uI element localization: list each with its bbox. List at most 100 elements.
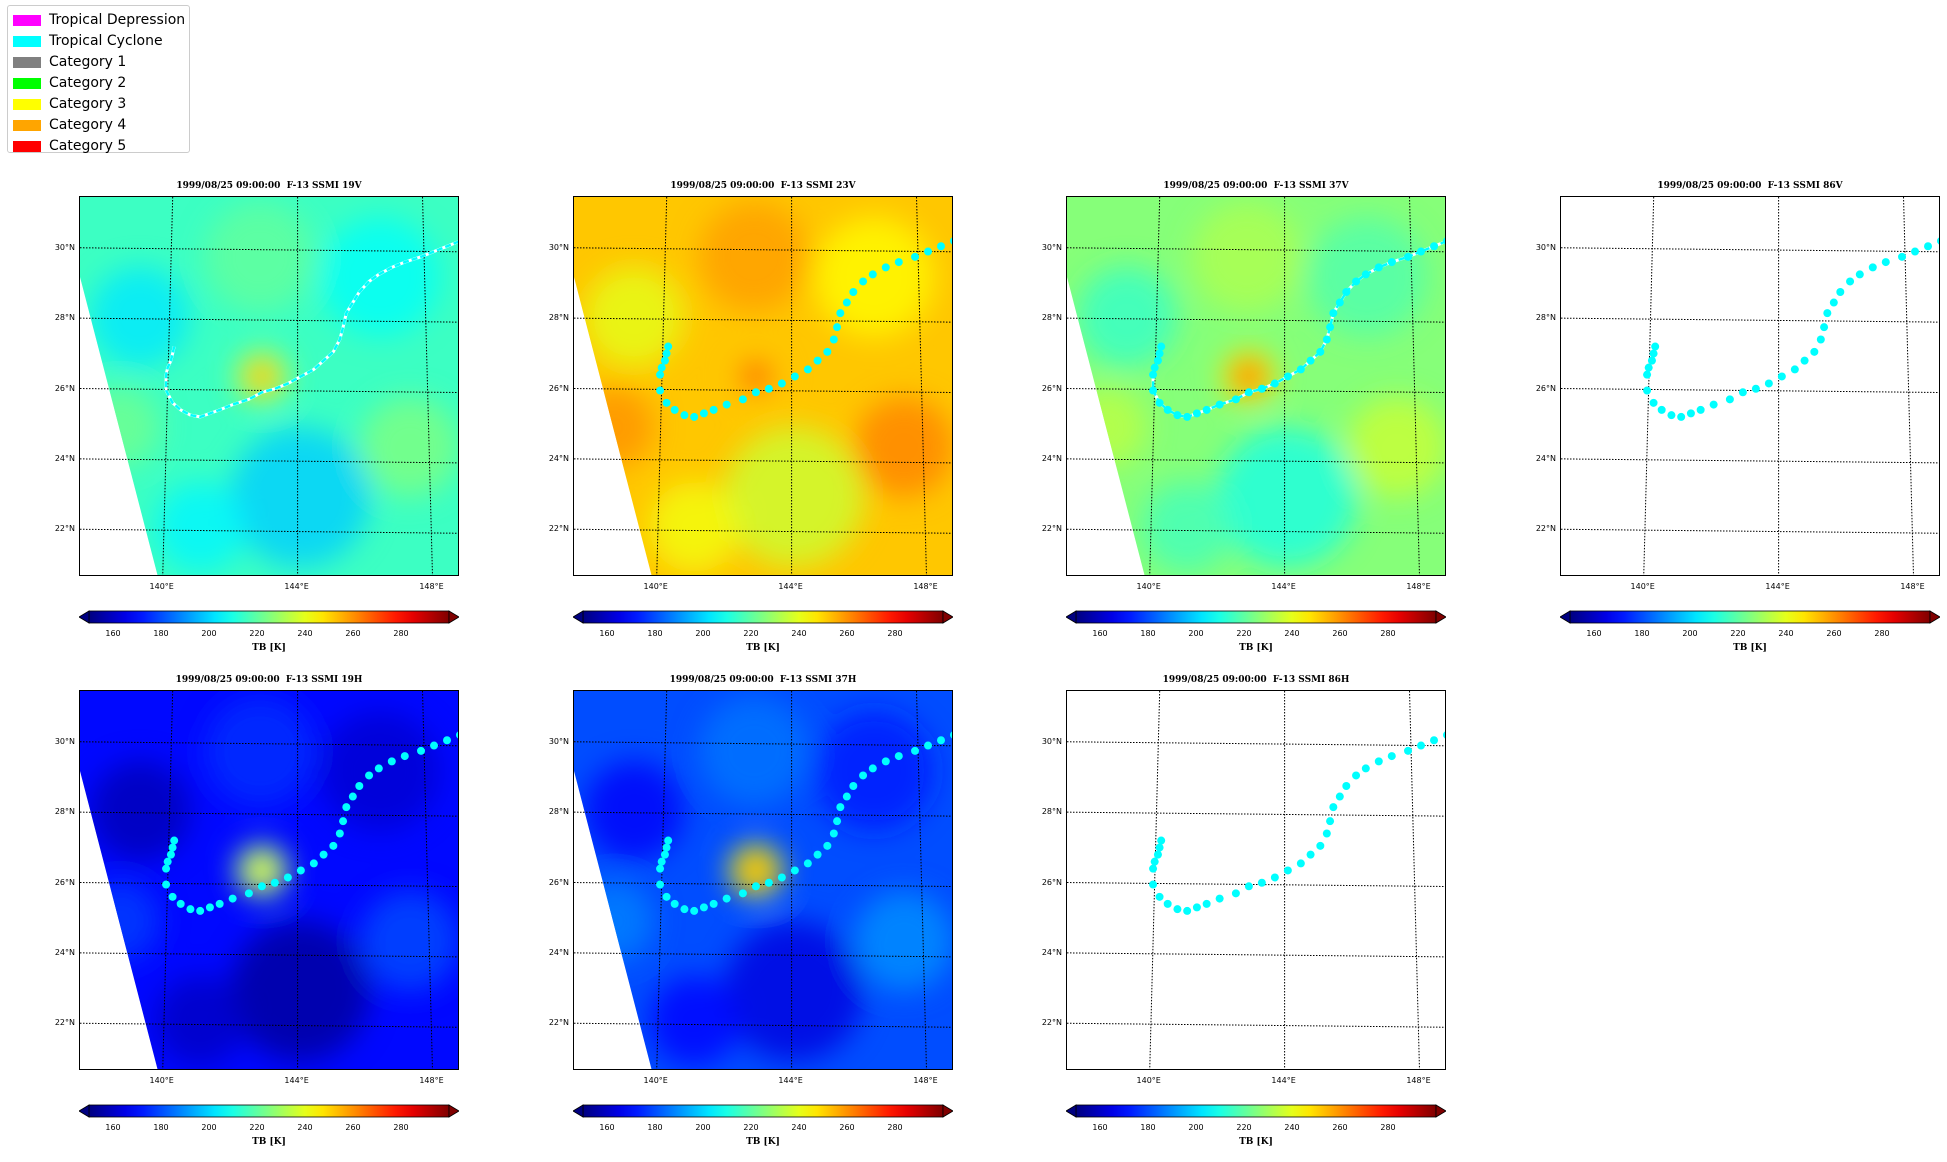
longitude-label: 148°E [1406, 582, 1431, 591]
longitude-label: 140°E [643, 582, 668, 591]
map-panel-19H[interactable] [79, 690, 459, 1070]
track-point [690, 906, 699, 915]
track-point [823, 347, 832, 356]
track-point [1738, 388, 1747, 397]
colorbar-label: TB [K] [1239, 1137, 1273, 1147]
track-point [244, 889, 253, 898]
colorbar-tick-label: 260 [839, 629, 855, 638]
colorbar-tick-label: 180 [153, 1123, 169, 1132]
graticule [1067, 691, 1445, 1069]
graticule [1561, 197, 1939, 575]
track-point [1244, 882, 1253, 891]
track-point [1649, 398, 1658, 407]
track-point [1810, 347, 1819, 356]
map-panel-86H[interactable] [1066, 690, 1446, 1070]
brightness-temperature-field [80, 197, 458, 575]
latitude-label: 26°N [54, 877, 75, 887]
colorbar-label: TB [K] [1239, 643, 1273, 653]
track-point [868, 270, 877, 279]
track-point [924, 741, 933, 750]
track-point [1153, 356, 1162, 365]
panel-title: 1999/08/25 09:00:00 F-13 SSMI 37V [1163, 181, 1349, 191]
track-point [1404, 252, 1413, 261]
track-point [1657, 405, 1666, 414]
latitude-label: 22°N [548, 1018, 569, 1028]
colorbar-tick-label: 240 [1284, 629, 1300, 638]
colorbar-tick-label: 180 [1634, 629, 1650, 638]
track-point [833, 817, 842, 826]
map-panel-37H[interactable] [573, 690, 953, 1070]
colorbar-tick-label: 220 [1236, 629, 1252, 638]
track-point [911, 252, 920, 261]
track-point [738, 395, 747, 404]
latitude-label: 26°N [54, 383, 75, 393]
track-point [1173, 411, 1182, 420]
track-point [335, 829, 344, 838]
track-point [670, 405, 679, 414]
colorbar-tick-label: 260 [1826, 629, 1842, 638]
track-point [660, 356, 669, 365]
track-point [656, 880, 665, 889]
colorbar-tick-label: 260 [839, 1123, 855, 1132]
legend-swatch [13, 140, 41, 152]
map-panel-23V[interactable] [573, 196, 953, 576]
legend-swatch [13, 119, 41, 131]
latitude-label: 28°N [54, 807, 75, 817]
colorbar-tick-label: 280 [1380, 629, 1396, 638]
brightness-temperature-field [1067, 197, 1445, 575]
track-point [1231, 395, 1240, 404]
graticule [80, 197, 458, 575]
latitude-label: 30°N [1041, 242, 1062, 252]
colorbar-tick-label: 200 [695, 1123, 711, 1132]
track-point [443, 736, 452, 745]
track-point [1374, 263, 1383, 272]
panel-title: 1999/08/25 09:00:00 F-13 SSMI 19V [176, 181, 362, 191]
track-point [1361, 270, 1370, 279]
track-point [1155, 398, 1164, 407]
latitude-label: 22°N [54, 524, 75, 534]
storm-track [656, 731, 952, 915]
track-point [342, 803, 351, 812]
latitude-label: 22°N [1041, 1018, 1062, 1028]
track-point [1823, 309, 1832, 318]
track-point [1173, 905, 1182, 914]
track-point [911, 746, 920, 755]
latitude-label: 24°N [548, 453, 569, 463]
map-panel-86V[interactable] [1560, 196, 1940, 576]
track-point [1868, 263, 1877, 272]
track-point [751, 882, 760, 891]
track-point [699, 409, 708, 418]
colorbar-tick-label: 180 [1140, 629, 1156, 638]
brightness-temperature-field [574, 197, 952, 575]
colorbar-tick-label: 220 [743, 629, 759, 638]
track-point [859, 277, 868, 286]
track-point [1257, 878, 1266, 887]
track-point [1149, 864, 1158, 873]
track-point [1643, 370, 1652, 379]
track-point [1296, 859, 1305, 868]
track-point [374, 764, 383, 773]
map-panel-37V[interactable] [1066, 196, 1446, 576]
latitude-label: 24°N [1041, 453, 1062, 463]
storm-track [1643, 237, 1939, 421]
track-point [1647, 356, 1656, 365]
legend-swatch [13, 98, 41, 110]
track-point [833, 323, 842, 332]
panel-title: 1999/08/25 09:00:00 F-13 SSMI 23V [670, 181, 856, 191]
map-panel-19V[interactable] [79, 196, 459, 576]
latitude-label: 28°N [1041, 313, 1062, 323]
longitude-label: 148°E [419, 1076, 444, 1085]
colorbar-tick-label: 240 [1284, 1123, 1300, 1132]
colorbar-tick-label: 160 [1586, 629, 1602, 638]
track-point [657, 857, 666, 866]
track-point [166, 850, 175, 859]
track-point [1231, 889, 1240, 898]
latitude-label: 30°N [1041, 736, 1062, 746]
legend-item: Category 1 [13, 52, 126, 72]
longitude-label: 140°E [1136, 582, 1161, 591]
track-point [1149, 370, 1158, 379]
legend-swatch [13, 77, 41, 89]
longitude-label: 144°E [284, 582, 309, 591]
longitude-label: 148°E [419, 582, 444, 591]
track-point [1417, 247, 1426, 256]
